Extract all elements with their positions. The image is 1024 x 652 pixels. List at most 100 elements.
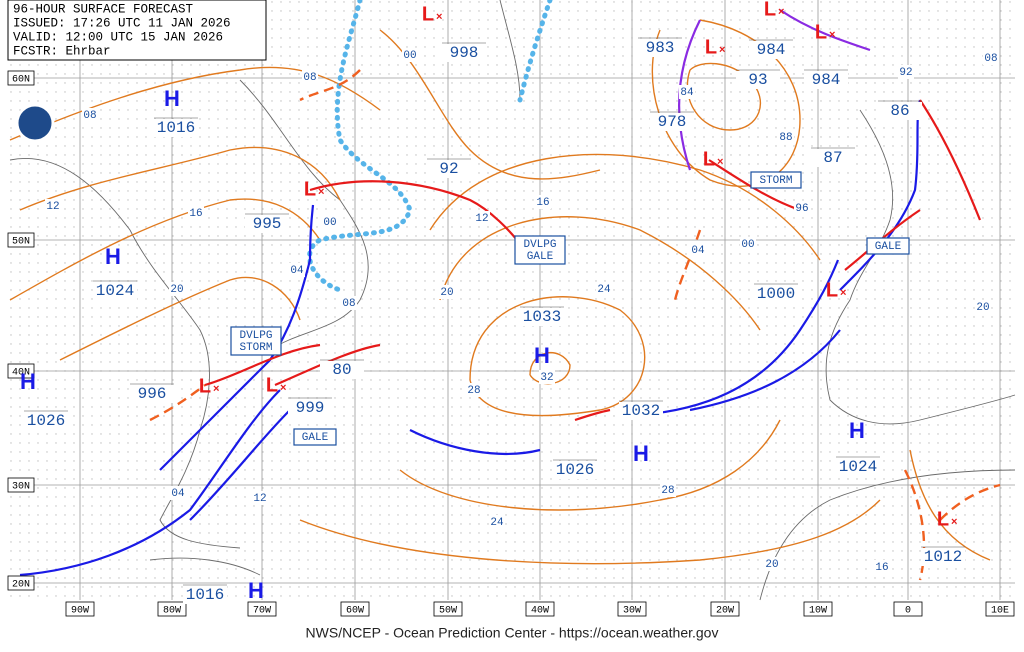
- isobar-label-bg: [596, 282, 612, 296]
- low-center: L: [705, 36, 717, 58]
- longitude-label-box: [710, 601, 740, 617]
- pressure-label: 995: [253, 215, 282, 233]
- pressure-label: 80: [332, 361, 351, 379]
- low-center: L: [826, 279, 838, 301]
- pressure-label: 1016: [186, 586, 224, 604]
- isobar-label-bg: [778, 130, 794, 144]
- pressure-label: 984: [757, 41, 786, 59]
- low-center: L: [304, 178, 316, 200]
- warning-label: DVLPG GALE: [523, 239, 556, 263]
- isobar-label: 00: [323, 217, 336, 229]
- isobar-label: 04: [290, 265, 304, 277]
- warning-box: [750, 171, 802, 189]
- isobar-label-bg: [188, 206, 204, 220]
- isobar-label-bg: [975, 300, 991, 314]
- warning-box: [866, 237, 910, 255]
- isobar-label-bg: [983, 51, 999, 65]
- low-center: L: [199, 375, 211, 397]
- high-center: H: [534, 343, 550, 368]
- pressure-label: 1000: [757, 285, 795, 303]
- longitude-label-box: [525, 601, 555, 617]
- pressure-label-bg: [427, 160, 471, 178]
- isobar-label: 20: [765, 559, 778, 571]
- longitude-label: 20W: [716, 606, 734, 617]
- footer: NWS/NCEP - Ocean Prediction Center - htt…: [306, 625, 719, 641]
- low-marker: ×: [436, 11, 442, 23]
- pressure-label-bg: [804, 71, 848, 89]
- isobar-label: 24: [597, 284, 611, 296]
- pressure-label-bg: [154, 119, 198, 137]
- warning-label: GALE: [875, 241, 902, 253]
- isobar-label: 08: [984, 53, 997, 65]
- pressure-label-bg: [24, 412, 68, 430]
- isobar-label-bg: [45, 199, 61, 213]
- isobar-label-bg: [402, 48, 418, 62]
- pressure-label: 1024: [96, 282, 134, 300]
- longitude-label: 10W: [809, 606, 827, 617]
- isobar-label-bg: [82, 108, 98, 122]
- latitude-label-box: [7, 477, 35, 493]
- latitude-label-box: [7, 232, 35, 248]
- pressure-label: 1026: [27, 412, 65, 430]
- isobar-label-bg: [539, 370, 555, 384]
- isobar-label-bg: [740, 237, 756, 251]
- longitude-label-box: [247, 601, 277, 617]
- isobar-label-bg: [898, 65, 914, 79]
- longitude-label: 50W: [439, 606, 457, 617]
- low-center: L: [422, 3, 434, 25]
- header-line: FCSTR: Ehrbar: [13, 44, 111, 58]
- isobar-label: 04: [171, 488, 185, 500]
- low-marker: ×: [717, 156, 723, 168]
- header-line: VALID: 12:00 UTC 15 JAN 2026: [13, 30, 223, 44]
- low-marker: ×: [829, 29, 835, 41]
- pressure-label-bg: [921, 548, 965, 566]
- isobar-label-bg: [466, 383, 482, 397]
- longitude-label: 10E: [991, 606, 1009, 617]
- isobar-label: 08: [83, 110, 96, 122]
- pressure-label: 998: [450, 44, 479, 62]
- warning-label: DVLPG STORM: [239, 330, 272, 354]
- ice-edge: [517, 0, 553, 103]
- pressure-label-bg: [130, 385, 174, 403]
- isobar-label-bg: [535, 195, 551, 209]
- isobar-label: 96: [795, 203, 808, 215]
- pressure-label-bg: [836, 458, 880, 476]
- longitude-label: 80W: [163, 606, 181, 617]
- longitude-label: 90W: [71, 606, 89, 617]
- low-marker: ×: [213, 383, 219, 395]
- longitude-label-box: [433, 601, 463, 617]
- pressure-label: 93: [748, 71, 767, 89]
- latitude-label: 50N: [12, 237, 30, 248]
- longitude-label-box: [803, 601, 833, 617]
- isobar-label-bg: [690, 243, 706, 257]
- isobar-label: 00: [741, 239, 754, 251]
- longitude-label-box: [893, 601, 923, 617]
- isobar-label: 88: [779, 132, 792, 144]
- warning-box: [514, 235, 566, 265]
- pressure-label-bg: [320, 361, 364, 379]
- longitude-label: 0: [905, 606, 911, 617]
- isobar-label: 08: [303, 72, 316, 84]
- pressure-label-bg: [878, 102, 922, 120]
- warning-label: STORM: [759, 175, 792, 187]
- low-marker: ×: [318, 186, 324, 198]
- pressure-label: 1012: [924, 548, 962, 566]
- pressure-label: 1016: [157, 119, 195, 137]
- latitude-label-box: [7, 363, 35, 379]
- low-marker: ×: [778, 6, 784, 18]
- low-center: L: [764, 0, 776, 20]
- latitude-label-box: [7, 70, 35, 86]
- low-marker: ×: [840, 287, 846, 299]
- longitude-label: 70W: [253, 606, 271, 617]
- pressure-label: 1033: [523, 308, 561, 326]
- isobar-label-bg: [679, 85, 695, 99]
- pressure-label-bg: [754, 285, 798, 303]
- pressure-label-bg: [811, 149, 855, 167]
- high-center: H: [20, 369, 36, 394]
- isobar-label-bg: [169, 282, 185, 296]
- isobar-label-bg: [302, 70, 318, 84]
- isobar-label-bg: [489, 515, 505, 529]
- latitude-label-box: [7, 575, 35, 591]
- isobar-label-bg: [170, 486, 186, 500]
- low-marker: ×: [719, 44, 725, 56]
